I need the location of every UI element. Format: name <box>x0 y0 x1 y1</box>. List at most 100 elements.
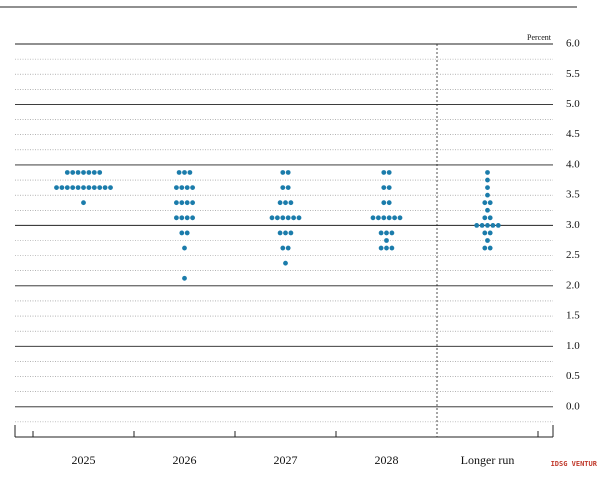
dot <box>487 200 493 206</box>
dot <box>179 185 185 190</box>
y-tick-label: 5.0 <box>566 98 580 110</box>
dot <box>479 222 485 228</box>
dot <box>91 185 97 190</box>
x-tick-label: 2025 <box>72 453 96 467</box>
dot <box>485 185 490 190</box>
dot <box>190 185 196 190</box>
dot <box>277 230 283 236</box>
dot <box>75 185 81 190</box>
y-tick-label: 2.0 <box>566 279 580 291</box>
dot <box>386 185 392 190</box>
dot <box>283 260 288 266</box>
x-tick-label: 2028 <box>375 453 399 467</box>
dot <box>381 200 387 206</box>
y-tick-label: 3.0 <box>566 219 580 231</box>
dot <box>288 200 294 206</box>
dot <box>102 185 108 190</box>
dot <box>482 215 488 221</box>
dot <box>179 215 185 221</box>
y-tick-label: 6.0 <box>566 38 580 50</box>
dot <box>384 230 389 236</box>
dot <box>490 222 496 228</box>
x-tick-label: 2027 <box>274 453 298 467</box>
dot <box>285 185 291 190</box>
dot <box>97 185 103 190</box>
dot <box>179 230 185 236</box>
dot <box>81 200 86 206</box>
dot <box>485 222 490 228</box>
dot <box>381 215 387 221</box>
dot <box>285 215 291 221</box>
y-tick-label: 3.5 <box>566 189 580 201</box>
dot <box>487 230 493 236</box>
dot <box>91 170 97 175</box>
dot <box>474 222 480 228</box>
y-tick-label: 4.5 <box>566 128 580 140</box>
dot <box>378 245 384 251</box>
y-tick-label: 1.0 <box>566 340 580 352</box>
dot <box>381 170 387 175</box>
dot <box>384 238 389 243</box>
dot <box>182 245 187 251</box>
dot <box>283 230 288 236</box>
dot <box>283 200 288 206</box>
dot <box>81 185 86 190</box>
dot <box>386 200 392 206</box>
dot <box>485 207 490 213</box>
dot <box>288 230 294 236</box>
dot <box>280 185 286 190</box>
dot <box>81 170 86 175</box>
dot <box>75 170 81 175</box>
y-tick-label: 0.5 <box>566 370 580 382</box>
dot <box>370 215 376 221</box>
dot <box>64 170 70 175</box>
dot <box>296 215 302 221</box>
dot <box>389 230 395 236</box>
y-tick-label: 1.5 <box>566 310 580 322</box>
dot <box>482 230 488 236</box>
y-tick-label: 4.0 <box>566 158 580 170</box>
dot <box>384 245 389 251</box>
dot <box>187 170 193 175</box>
dot <box>184 185 190 190</box>
dot <box>184 230 190 236</box>
y-tick-label: 2.5 <box>566 249 580 261</box>
dot <box>285 245 291 251</box>
dot <box>495 222 501 228</box>
dot <box>381 185 387 190</box>
dot <box>182 170 187 175</box>
dot <box>392 215 397 221</box>
dot <box>179 200 185 206</box>
dot <box>70 170 76 175</box>
y-tick-label: 0.0 <box>566 400 580 412</box>
dot <box>59 185 65 190</box>
dot <box>275 215 280 221</box>
dot <box>86 170 92 175</box>
dot <box>386 170 392 175</box>
dot <box>485 192 490 198</box>
dot <box>176 170 182 175</box>
dot <box>487 215 493 221</box>
dot <box>277 200 283 206</box>
x-tick-label: 2026 <box>173 453 197 467</box>
dot <box>190 215 196 221</box>
dot <box>70 185 76 190</box>
dot <box>485 177 490 183</box>
dot <box>386 215 392 221</box>
dot <box>64 185 70 190</box>
dot <box>108 185 113 190</box>
dot <box>378 230 384 236</box>
dot <box>174 200 179 206</box>
dot <box>389 245 395 251</box>
dot <box>487 245 493 251</box>
dot <box>291 215 296 221</box>
dot <box>86 185 92 190</box>
dot <box>485 170 490 175</box>
y-tick-label: 5.5 <box>566 68 580 80</box>
dot <box>482 245 488 251</box>
dot <box>482 200 488 206</box>
dot <box>269 215 275 221</box>
dot <box>397 215 403 221</box>
dot <box>280 170 286 175</box>
